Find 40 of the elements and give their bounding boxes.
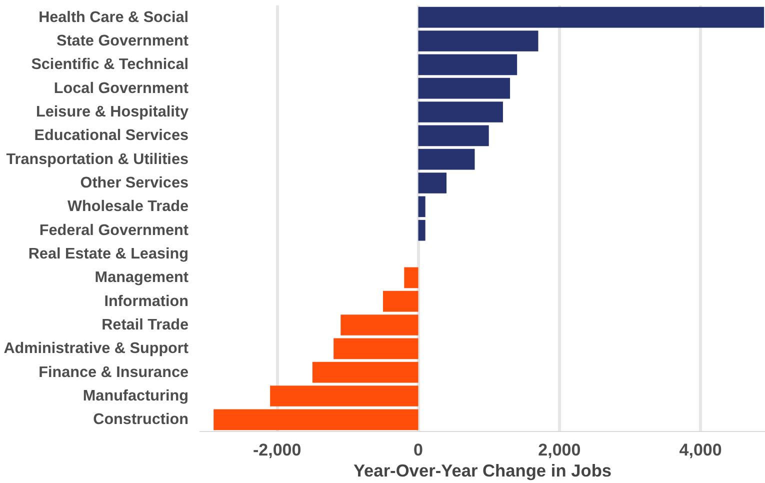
y-tick-label: Management [94, 269, 189, 286]
bar [418, 6, 764, 28]
bar [418, 30, 538, 52]
y-tick-label: Wholesale Trade [68, 198, 189, 216]
y-tick-label: Manufacturing [82, 388, 189, 404]
bar [340, 314, 418, 336]
x-tick-label: 2,000 [538, 440, 581, 460]
y-tick-label: Scientific & Technical [31, 56, 189, 74]
y-tick-label: Retail Trade [102, 316, 189, 334]
bar [312, 362, 418, 383]
x-axis-title: Year-Over-Year Change in Jobs [353, 460, 612, 480]
bar [404, 267, 418, 288]
y-tick-label: Leisure & Hospitality [36, 104, 189, 120]
bar [270, 386, 418, 406]
y-tick-label: Local Government [54, 80, 188, 97]
x-tick-label: 0 [414, 440, 424, 460]
bar [418, 196, 426, 218]
y-tick-label: Educational Services [34, 127, 188, 144]
bar [418, 172, 447, 194]
x-tick-label: 4,000 [679, 440, 722, 460]
bar [418, 220, 426, 241]
bar [418, 78, 510, 99]
bar [334, 338, 418, 360]
bar [214, 409, 418, 430]
bar [418, 54, 518, 76]
bar [382, 290, 418, 312]
y-tick-label: Construction [93, 411, 189, 428]
bar [418, 102, 503, 122]
y-tick-label: Finance & Insurance [38, 364, 188, 381]
y-tick-label: Other Services [80, 174, 189, 192]
y-tick-label: Transportation & Utilities [6, 150, 189, 168]
bar [418, 125, 489, 146]
bar [418, 148, 475, 170]
y-tick-label: Administrative & Support [4, 340, 189, 358]
y-tick-label: Federal Government [39, 222, 189, 239]
x-tick-label: -2,000 [253, 440, 302, 460]
y-tick-label: State Government [56, 32, 189, 50]
y-tick-label: Information [104, 292, 189, 310]
y-tick-label: Health Care & Social [38, 8, 189, 26]
y-tick-label: Real Estate & Leasing [28, 246, 189, 262]
